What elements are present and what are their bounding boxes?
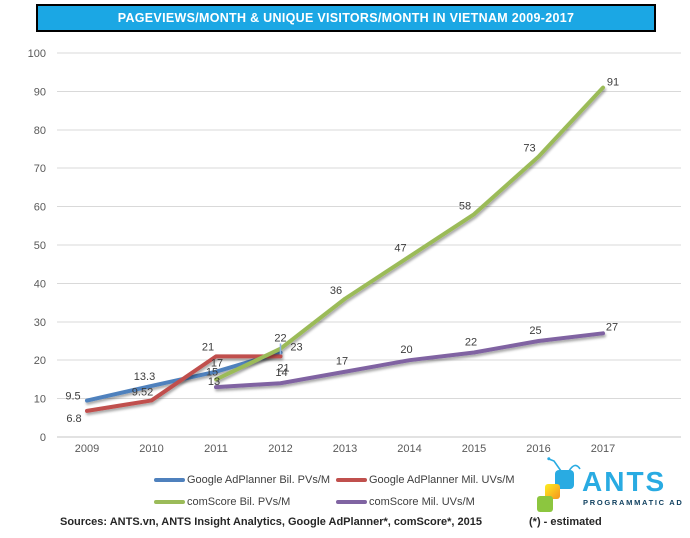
svg-text:2011: 2011 (204, 443, 228, 455)
svg-text:20: 20 (34, 355, 46, 367)
svg-text:9.52: 9.52 (132, 386, 153, 398)
legend-item-comscore-uvs: comScore Mil. UVs/M (336, 496, 475, 508)
legend-label: Google AdPlanner Mil. UVs/M (369, 474, 515, 486)
legend-label: comScore Bil. PVs/M (187, 496, 291, 508)
svg-text:25: 25 (529, 325, 541, 337)
svg-text:9.5: 9.5 (65, 391, 80, 403)
ants-logo-icon (537, 457, 581, 512)
svg-text:58: 58 (459, 200, 471, 212)
chart-title-bar: PAGEVIEWS/MONTH & UNIQUE VISITORS/MONTH … (36, 4, 656, 32)
svg-text:22: 22 (274, 333, 286, 345)
svg-text:47: 47 (394, 243, 406, 255)
legend-marker-blue (154, 478, 185, 482)
svg-text:80: 80 (34, 125, 46, 137)
svg-text:13: 13 (208, 376, 220, 388)
svg-text:90: 90 (34, 86, 46, 98)
svg-text:22: 22 (465, 337, 477, 349)
sources-note: Sources: ANTS.vn, ANTS Insight Analytics… (60, 516, 482, 528)
line-chart-plot: 0 10 20 30 40 50 60 70 80 90 100 2009 2010 2011 2012 20… (28, 48, 681, 455)
svg-text:30: 30 (34, 317, 46, 329)
svg-text:40: 40 (34, 278, 46, 290)
svg-text:91: 91 (607, 77, 619, 89)
svg-text:6.8: 6.8 (66, 413, 81, 425)
svg-text:10: 10 (34, 394, 46, 406)
svg-text:100: 100 (28, 48, 46, 60)
ants-logo-tagline: PROGRAMMATIC AD (583, 498, 684, 507)
svg-text:2017: 2017 (591, 443, 615, 455)
svg-text:14: 14 (275, 367, 287, 379)
legend-label: Google AdPlanner Bil. PVs/M (187, 474, 331, 486)
svg-text:2009: 2009 (75, 443, 99, 455)
svg-text:2010: 2010 (139, 443, 163, 455)
svg-text:73: 73 (523, 143, 535, 155)
svg-text:2014: 2014 (397, 443, 421, 455)
chart-title: PAGEVIEWS/MONTH & UNIQUE VISITORS/MONTH … (117, 11, 575, 25)
svg-text:17: 17 (211, 358, 223, 370)
legend-marker-red (336, 478, 367, 482)
svg-text:21: 21 (202, 341, 214, 353)
svg-text:2015: 2015 (462, 443, 486, 455)
svg-text:13.3: 13.3 (134, 371, 155, 383)
svg-text:0: 0 (40, 432, 46, 444)
svg-text:27: 27 (606, 321, 618, 333)
svg-text:17: 17 (336, 356, 348, 368)
legend-label: comScore Mil. UVs/M (369, 496, 475, 508)
ants-logo: ANTS PROGRAMMATIC AD (537, 456, 689, 520)
estimated-note: (*) - estimated (529, 516, 602, 528)
legend-marker-purple (336, 500, 367, 504)
svg-text:70: 70 (34, 163, 46, 175)
svg-text:23: 23 (290, 342, 302, 354)
svg-text:20: 20 (400, 344, 412, 356)
legend-item-adplanner-pvs: Google AdPlanner Bil. PVs/M (154, 474, 330, 486)
svg-text:36: 36 (330, 285, 342, 297)
svg-text:50: 50 (34, 240, 46, 252)
svg-text:21: 21 (277, 362, 289, 374)
legend-item-adplanner-uvs: Google AdPlanner Mil. UVs/M (336, 474, 515, 486)
legend-item-comscore-pvs: comScore Bil. PVs/M (154, 496, 290, 508)
legend-marker-green (154, 500, 185, 504)
svg-text:15: 15 (206, 366, 218, 378)
svg-text:60: 60 (34, 202, 46, 214)
svg-text:2012: 2012 (268, 443, 292, 455)
svg-text:2013: 2013 (333, 443, 357, 455)
ants-logo-brand: ANTS (582, 466, 667, 497)
svg-text:2016: 2016 (526, 443, 550, 455)
